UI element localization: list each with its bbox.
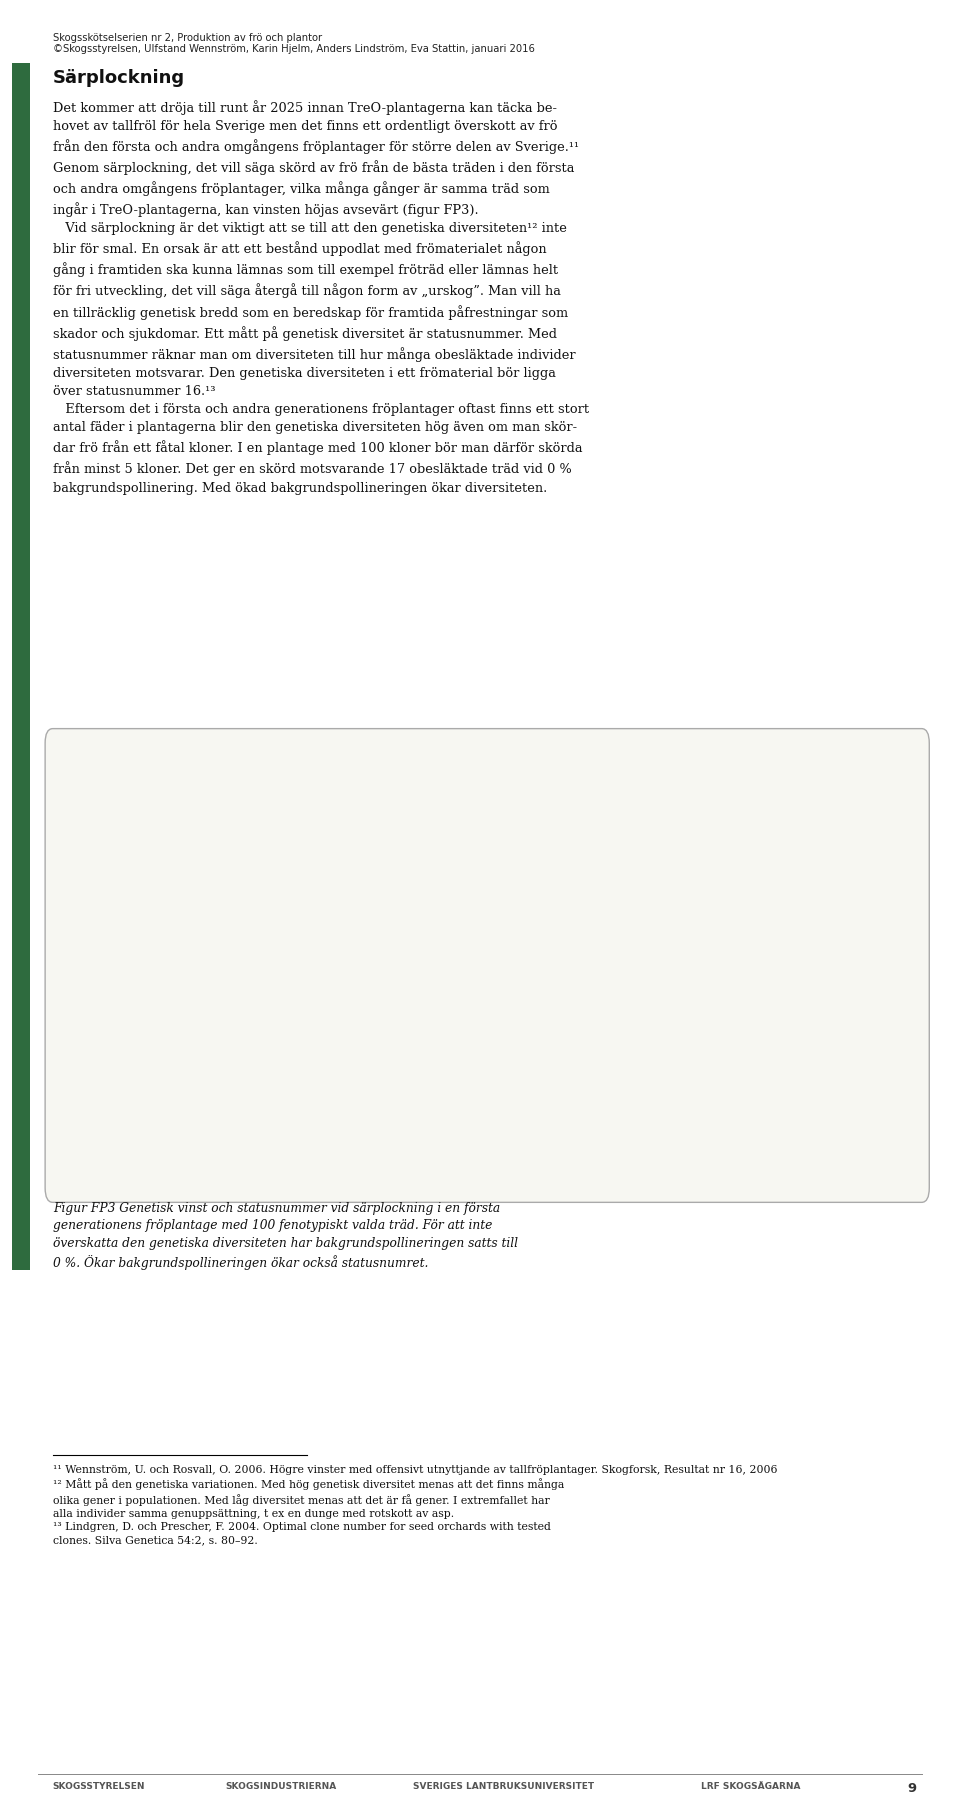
Y-axis label: Genetisk vinst
(40% bak): Genetisk vinst (40% bak) [76,902,104,1003]
Text: ©Skogsstyrelsen, Ulfstand Wennström, Karin Hjelm, Anders Lindström, Eva Stattin,: ©Skogsstyrelsen, Ulfstand Wennström, Kar… [53,44,535,54]
X-axis label: Andel särplockade kloner: Andel särplockade kloner [399,1165,589,1177]
Text: SKOGSINDUSTRIERNA: SKOGSINDUSTRIERNA [226,1781,337,1790]
Text: 9: 9 [907,1781,917,1794]
Text: SKOGSSTYRELSEN: SKOGSSTYRELSEN [53,1781,145,1790]
Text: LRF SKOGSÄGARNA: LRF SKOGSÄGARNA [701,1781,801,1790]
Text: ¹¹ Wennström, U. och Rosvall, O. 2006. Högre vinster med offensivt utnyttjande a: ¹¹ Wennström, U. och Rosvall, O. 2006. H… [53,1464,778,1544]
Text: Figur FP3 Genetisk vinst och statusnummer vid särplockning i en första
generatio: Figur FP3 Genetisk vinst och statusnumme… [53,1201,517,1270]
Text: Det kommer att dröja till runt år 2025 innan TreO-plantagerna kan täcka be-
hove: Det kommer att dröja till runt år 2025 i… [53,100,588,495]
Legend: Genetisk vinst, Statusnummer: Genetisk vinst, Statusnummer [480,1090,620,1121]
Y-axis label: Statusnummer
(0% bak): Statusnummer (0% bak) [884,900,912,1005]
Text: SVERIGES LANTBRUKSUNIVERSITET: SVERIGES LANTBRUKSUNIVERSITET [413,1781,594,1790]
Text: Särplockning: Särplockning [53,69,185,87]
Text: Skogsskötselserien nr 2, Produktion av frö och plantor: Skogsskötselserien nr 2, Produktion av f… [53,33,322,44]
Text: SKOGSSKÖTSEL serien: SKOGSSKÖTSEL serien [16,610,26,715]
